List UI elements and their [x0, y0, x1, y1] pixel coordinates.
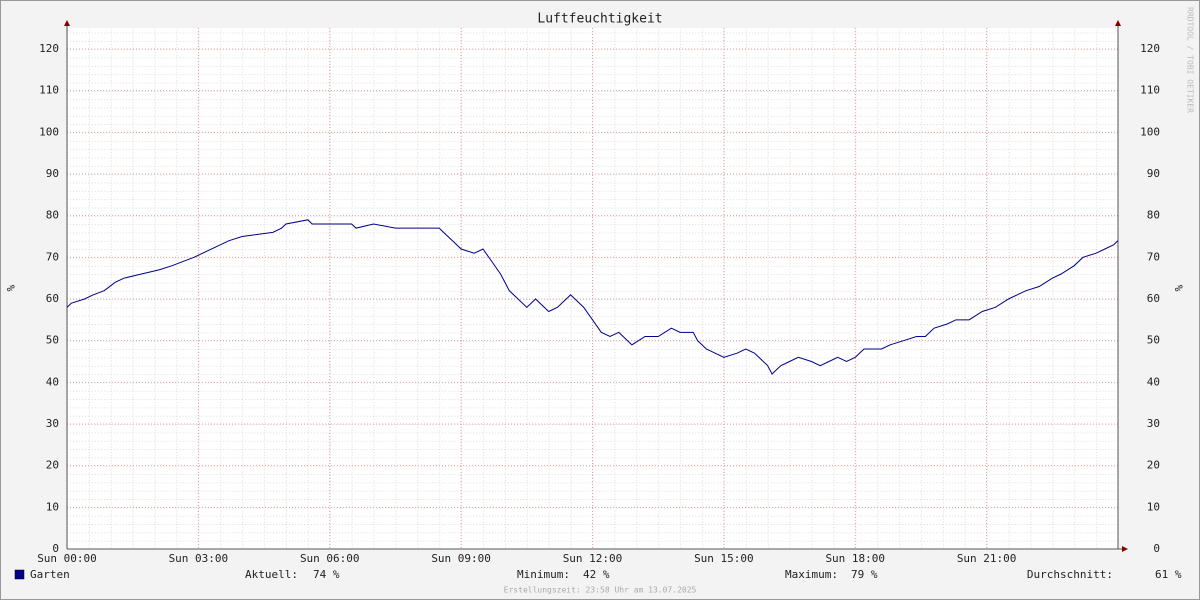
x-tick-label: Sun 03:00: [169, 552, 229, 565]
x-tick-label: Sun 09:00: [431, 552, 491, 565]
y2-tick-label: 50: [1147, 334, 1160, 347]
y-label: %: [4, 285, 17, 292]
y-tick-label: 100: [39, 125, 59, 138]
y2-tick-label: 20: [1147, 459, 1160, 472]
y-tick-label: 30: [46, 417, 59, 430]
y2-tick-label: 40: [1147, 375, 1160, 388]
y-tick-label: 80: [46, 209, 59, 222]
y-tick-label: 60: [46, 292, 59, 305]
stat-value: 42 %: [583, 568, 610, 581]
footer: Erstellungszeit: 23:58 Uhr am 13.07.2025: [504, 586, 697, 595]
x-tick-label: Sun 15:00: [694, 552, 754, 565]
stat-value: 79 %: [851, 568, 878, 581]
y2-tick-label: 30: [1147, 417, 1160, 430]
y2-tick-label: 100: [1140, 125, 1160, 138]
legend-label: Garten: [30, 568, 70, 581]
y-tick-label: 120: [39, 42, 59, 55]
arrow: [1122, 546, 1128, 552]
y2-tick-label: 110: [1140, 84, 1160, 97]
y-tick-label: 90: [46, 167, 59, 180]
watermark: RRDTOOL / TOBI OETIKER: [1186, 7, 1195, 113]
stat-label: Minimum:: [517, 568, 570, 581]
y2-tick-label: 0: [1153, 542, 1160, 555]
chart-title: Luftfeuchtigkeit: [537, 12, 662, 27]
x-tick-label: Sun 12:00: [563, 552, 623, 565]
x-tick-label: Sun 21:00: [957, 552, 1017, 565]
y-tick-label: 110: [39, 84, 59, 97]
y2-tick-label: 90: [1147, 167, 1160, 180]
y2-label: %: [1172, 285, 1185, 292]
y2-tick-label: 10: [1147, 500, 1160, 513]
stat-label: Maximum:: [785, 568, 838, 581]
arrow: [64, 20, 70, 26]
line: [66, 219, 1119, 375]
y2-tick-label: 120: [1140, 42, 1160, 55]
x-tick-label: Sun 06:00: [300, 552, 360, 565]
y-tick-label: 0: [52, 542, 59, 555]
x-tick-label: Sun 00:00: [37, 552, 97, 565]
stat-value: 74 %: [313, 568, 340, 581]
stat-label: Aktuell:: [245, 568, 298, 581]
y-tick-label: 70: [46, 250, 59, 263]
y-tick-label: 50: [46, 334, 59, 347]
x-tick-label: Sun 18:00: [825, 552, 885, 565]
legend-swatch: [14, 569, 25, 580]
y-tick-label: 40: [46, 375, 59, 388]
y-tick-label: 10: [46, 500, 59, 513]
arrow: [1115, 20, 1121, 26]
y2-tick-label: 60: [1147, 292, 1160, 305]
layer: 0 0 10 10 20 20 30 30 40 40 50 50 60 60 70 70 80 80 90 90 10…: [14, 20, 1182, 581]
y2-tick-label: 80: [1147, 209, 1160, 222]
y2-tick-label: 70: [1147, 250, 1160, 263]
minor-grid: [67, 28, 1118, 549]
stat-label: Durchschnitt:: [1027, 568, 1113, 581]
y-tick-label: 20: [46, 459, 59, 472]
stat-value: 61 %: [1155, 568, 1182, 581]
